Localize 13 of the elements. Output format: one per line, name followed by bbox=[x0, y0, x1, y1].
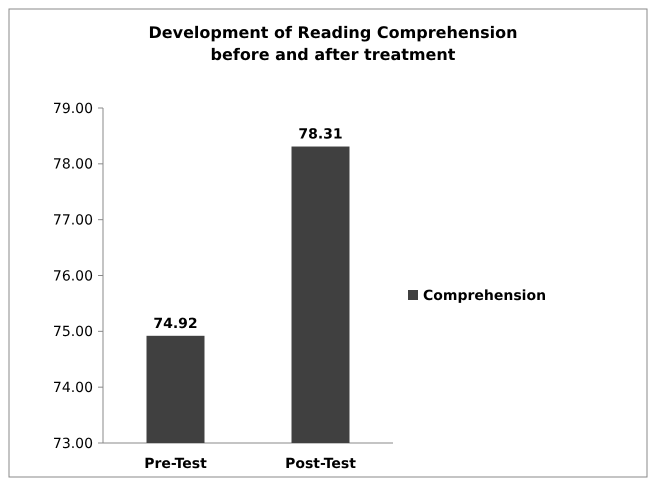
y-tick-label: 75.00 bbox=[52, 324, 93, 340]
data-label: 74.92 bbox=[153, 316, 198, 332]
y-tick-label: 78.00 bbox=[52, 156, 93, 173]
x-tick-label: Post-Test bbox=[285, 456, 356, 472]
y-tick-label: 74.00 bbox=[52, 380, 93, 396]
y-tick-label: 73.00 bbox=[52, 436, 93, 452]
data-label: 78.31 bbox=[298, 126, 343, 143]
y-tick-label: 77.00 bbox=[52, 212, 93, 229]
chart-title: Development of Reading Comprehension before and after treatment bbox=[148, 23, 518, 64]
y-tick-label: 79.00 bbox=[52, 100, 93, 117]
x-tick-label: Pre-Test bbox=[144, 456, 208, 472]
y-tick-label: 76.00 bbox=[52, 268, 93, 284]
legend-label: Comprehension bbox=[423, 288, 546, 304]
